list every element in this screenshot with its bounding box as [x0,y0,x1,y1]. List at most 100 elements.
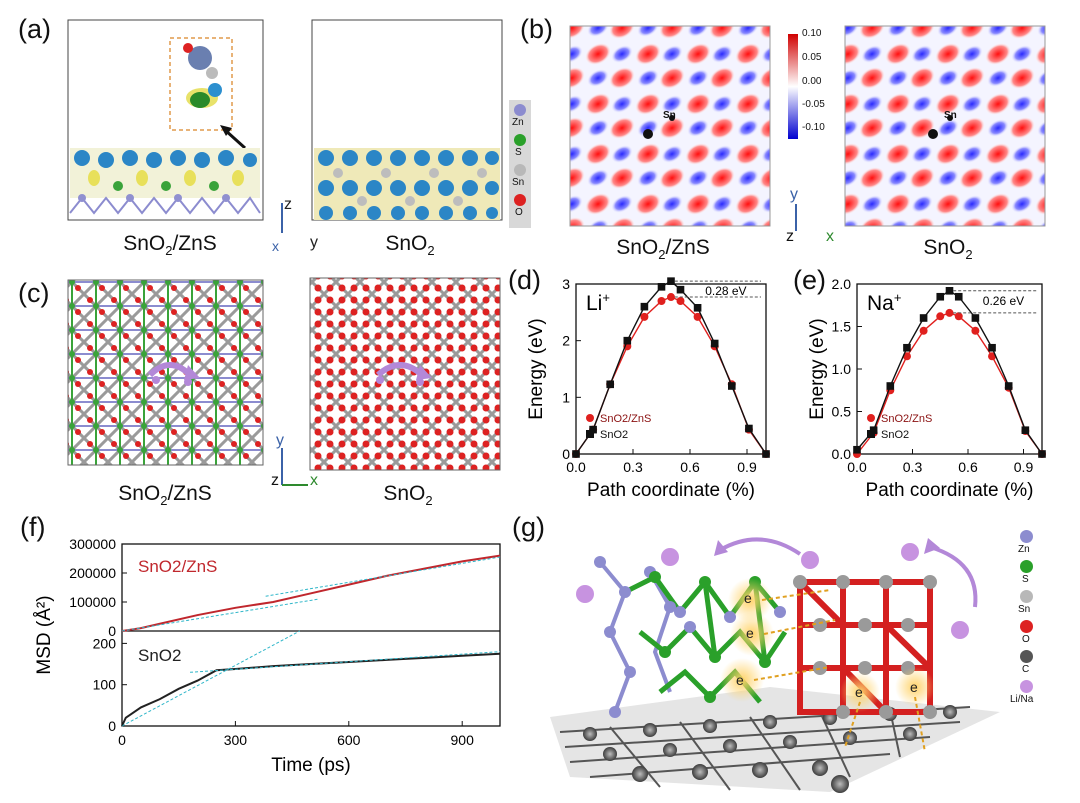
data-point [572,450,580,458]
x-tick-label: 0.6 [958,459,978,475]
panel-g-electron-2: e [746,625,754,641]
data-point [936,312,945,321]
legend-o: O [515,207,523,218]
panel-c-axis-x: x [310,472,318,489]
g-legend-c: C [1022,664,1030,675]
panel-a-legend: Zn S Sn O [509,100,531,228]
data-point [954,292,963,301]
legend-label: SnO2/ZnS [600,413,651,425]
panel-b-atom-o-left: O [645,129,653,140]
y-tick-label: 1.0 [832,361,852,377]
panel-g-electron-1: e [744,590,752,606]
panel-b-atom-sn-left: Sn [663,110,676,121]
panel-c-caption-right: SnO2 [383,482,433,509]
panel-c-label: (c) [18,278,50,308]
data-point [945,287,954,295]
x-tick-label: 0.3 [623,459,643,475]
panel-d-label: (d) [508,265,541,295]
x-tick-label: 900 [451,732,475,748]
y-axis-label: Energy (eV) [807,318,828,419]
plot-frame [121,543,501,727]
legend-marker [867,430,875,438]
x-tick-label: 0.6 [680,459,700,475]
data-point [971,314,980,322]
fit-line [121,630,300,727]
x-tick-label: 600 [337,732,361,748]
data-point [954,312,963,321]
data-point [1004,382,1013,390]
data-point [971,326,980,335]
y-tick-label: 100 [93,677,117,693]
y-tick-label: 200000 [69,565,116,581]
panel-b-atom-o-right: O [929,129,937,140]
panel-g-label: (g) [512,512,545,542]
colorbar-tick-4: -0.10 [802,122,825,133]
ion-label: Na+ [867,290,901,315]
x-axis-label: Time (ps) [271,755,351,776]
panel-g-electron-3: e [736,672,744,688]
data-point [676,285,685,294]
panel-b-caption-left: SnO2/ZnS [616,236,710,263]
barrier-annotation: 0.28 eV [705,284,746,298]
panel-b-charge-maps [569,25,1046,231]
y-tick-label: 100000 [69,594,116,610]
data-point [640,302,649,311]
y-tick-label: 2.0 [832,276,852,292]
chart-f-msd: 0 100000 200000 300000 SnO2/ZnS 0 100 200 SnO2 0 3… [34,536,501,776]
panel-a-structures [67,19,503,233]
data-point [988,352,997,361]
panel-g-legend: Zn S Sn O C Li/Na [1010,528,1050,718]
legend-s: S [515,147,522,158]
data-point [657,283,666,291]
data-point [728,382,736,390]
barrier-annotation: 0.26 eV [983,294,1024,308]
subplot-label: SnO2/ZnS [138,557,217,576]
x-axis-label: Path coordinate (%) [587,480,755,501]
data-point [903,343,911,352]
msd-curve [121,554,501,632]
ion-label: Li+ [586,290,610,315]
panel-a-axis-z: z [284,196,292,213]
fit-line [190,651,501,673]
y-tick-label: 0.0 [832,446,852,462]
panel-c-axis-z: z [271,472,279,489]
data-point [623,336,632,345]
data-point [1038,450,1046,458]
data-point [945,308,954,317]
data-point [693,312,702,321]
g-legend-lina: Li/Na [1010,694,1034,705]
data-point [676,297,685,305]
x-tick-label: 300 [224,732,248,748]
x-tick-label: 0.3 [903,459,923,475]
fit-line [121,598,319,632]
chart-d-energy-li: 0.0 0.3 0.6 0.9 0 1 2 3 Path coordinate (%) Energ… [526,276,770,501]
panel-g-electron-5: e [910,679,918,695]
y-tick-label: 0.5 [832,404,852,420]
panel-b-axis-z: z [786,228,794,245]
panel-a-label: (a) [18,14,51,44]
data-point [606,380,614,389]
y-tick-label: 1 [562,389,570,405]
data-point [919,326,928,335]
g-legend-o: O [1022,634,1030,645]
data-point [1021,426,1030,434]
legend-sn: Sn [512,177,525,188]
y-axis-label: Energy (eV) [526,318,547,419]
y-tick-label: 1.5 [832,319,852,335]
panel-a-axis-x: x [272,238,279,254]
g-legend-s: S [1022,574,1029,585]
panel-a-caption-left: SnO2/ZnS [123,232,217,259]
g-legend-zn: Zn [1018,544,1030,555]
x-tick-label: 0.9 [737,459,757,475]
colorbar-tick-0: 0.10 [802,28,822,39]
ion-charge: + [894,290,902,305]
legend-marker [586,430,594,438]
data-point [710,339,719,348]
data-point [902,352,911,361]
data-point [667,277,675,285]
panel-b-atom-sn-right: Sn [944,110,957,121]
g-legend-sn: Sn [1018,604,1031,615]
data-point [762,450,770,458]
y-tick-label: 3 [562,276,570,292]
y-tick-label: 2 [562,333,570,349]
